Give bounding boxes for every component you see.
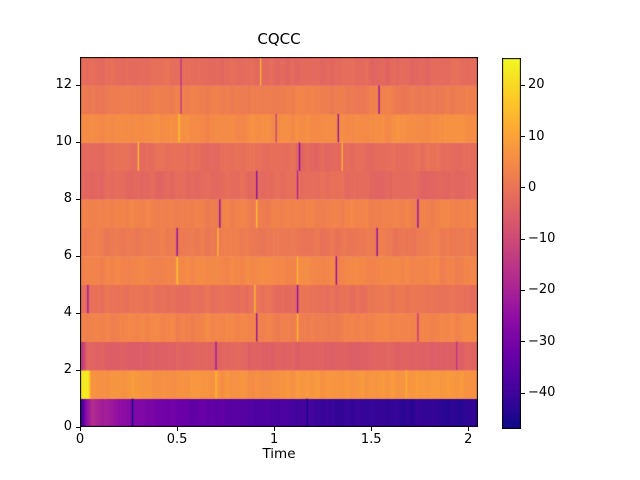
x-tick-label: 1 [270,432,279,447]
x-tick [370,427,372,431]
y-tick [76,84,80,86]
y-tick [76,369,80,371]
y-tick-label: 6 [63,248,72,264]
colorbar-tick [521,84,525,86]
x-tick-label: 2 [464,432,473,447]
colorbar-tick [521,392,525,394]
colorbar-tick-label: −10 [528,231,556,247]
y-tick [76,255,80,257]
x-tick [176,427,178,431]
x-tick-label: 0 [75,432,85,447]
colorbar-tick-label: 10 [528,128,545,144]
colorbar-tick [521,289,525,291]
colorbar-tick-label: −30 [528,333,556,349]
heatmap-plot-area [80,57,478,427]
y-tick-label: 4 [63,305,72,321]
y-tick-label: 12 [55,77,72,93]
y-tick [76,198,80,200]
colorbar-tick [521,238,525,240]
colorbar [502,58,521,429]
colorbar-tick [521,341,525,343]
y-tick-label: 10 [55,134,72,150]
colorbar-tick-label: −20 [528,282,556,298]
x-tick-label: 0.5 [166,432,188,447]
colorbar-tick-label: 20 [528,77,545,93]
colorbar-tick [521,187,525,189]
x-tick [79,427,81,431]
x-tick [273,427,275,431]
y-tick-label: 8 [63,191,72,207]
y-tick [76,141,80,143]
colorbar-tick [521,136,525,137]
x-axis-label: Time [262,446,296,462]
chart-title: CQCC [257,30,301,48]
x-tick-label: 1.5 [360,432,382,447]
y-tick [76,312,80,314]
colorbar-tick-label: 0 [528,179,537,195]
y-tick-label: 2 [63,362,72,378]
y-tick-label: 0 [63,419,72,434]
colorbar-tick-label: −40 [528,385,556,401]
x-tick [467,427,469,431]
y-tick [76,426,80,428]
